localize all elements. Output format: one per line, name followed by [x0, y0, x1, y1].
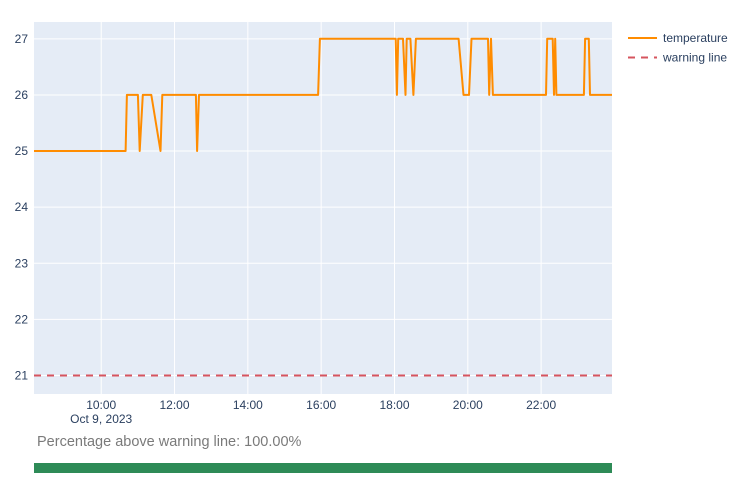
y-tick-label: 27: [15, 32, 29, 46]
series-layer: [34, 37, 612, 377]
x-tick-label: 16:00: [306, 398, 336, 412]
progress-bar-track: [34, 463, 612, 473]
y-tick-label: 22: [15, 312, 29, 326]
x-tick-label: 20:00: [453, 398, 483, 412]
x-tick-label: 14:00: [233, 398, 263, 412]
y-tick-label: 25: [15, 144, 29, 158]
x-axis-date-label: Oct 9, 2023: [70, 412, 132, 426]
series-line-temperature: [34, 37, 612, 152]
stats-text: Percentage above warning line: 100.00%: [37, 434, 302, 450]
y-tick-label: 23: [15, 256, 29, 270]
y-tick-label: 24: [15, 200, 29, 214]
legend-item[interactable]: temperature: [628, 31, 728, 45]
x-tick-label: 10:00: [86, 398, 116, 412]
y-tick-label: 26: [15, 88, 29, 102]
legend-label: warning line: [662, 51, 727, 65]
x-tick-label: 12:00: [160, 398, 190, 412]
legend-label: temperature: [663, 31, 728, 45]
legend-item[interactable]: warning line: [628, 51, 727, 65]
legend[interactable]: temperature warning line: [628, 31, 728, 65]
axes: Oct 9, 2023 21 22 23 24 25 26 27 10:00 12:00 14:0…: [15, 32, 557, 426]
y-tick-label: 21: [15, 368, 29, 382]
progress-bar-fill: [34, 463, 612, 473]
plot-area: [34, 22, 612, 394]
x-tick-label: 22:00: [526, 398, 556, 412]
x-tick-label: 18:00: [379, 398, 409, 412]
